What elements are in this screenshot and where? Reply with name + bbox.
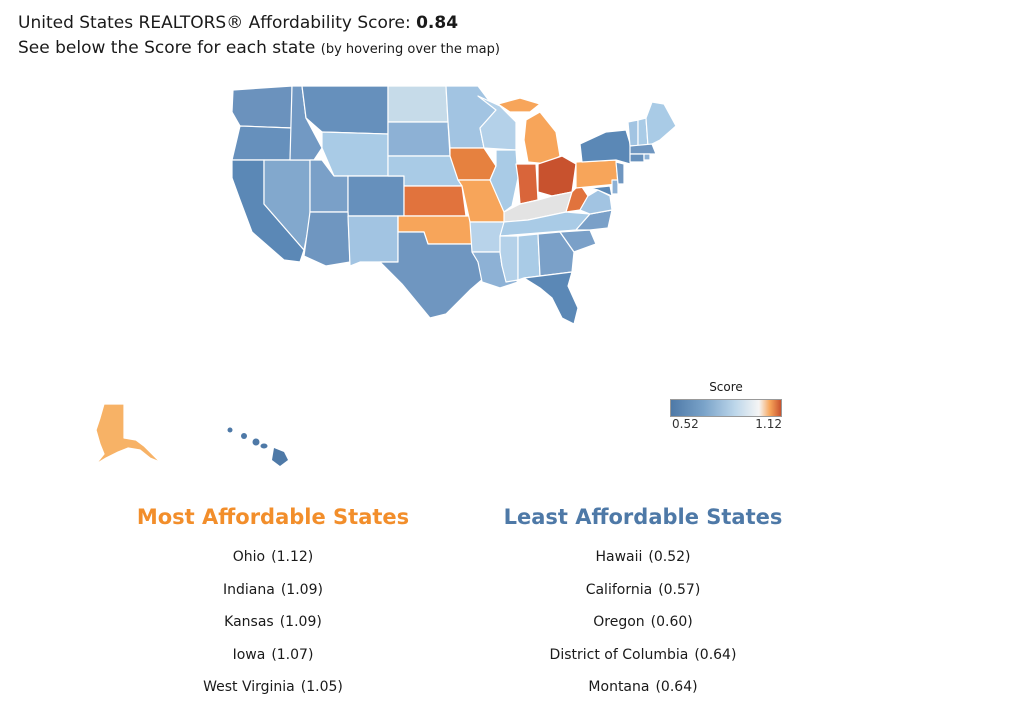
state-new-york[interactable]: [579, 129, 633, 165]
state-rhode-island[interactable]: [643, 153, 651, 161]
state-north-carolina[interactable]: [575, 209, 613, 231]
list-item: Ohio (1.12): [232, 549, 314, 565]
state-wyoming[interactable]: [321, 131, 389, 177]
state-maine[interactable]: [645, 101, 677, 147]
state-south-dakota[interactable]: [387, 121, 451, 157]
state-michigan-upper[interactable]: [497, 97, 541, 113]
state-arkansas[interactable]: [469, 221, 505, 253]
state-kansas[interactable]: [403, 185, 467, 217]
state-alabama[interactable]: [517, 233, 541, 281]
state-florida[interactable]: [523, 271, 579, 325]
state-iowa[interactable]: [449, 147, 497, 181]
legend-title: Score: [709, 380, 743, 394]
state-texas[interactable]: [379, 215, 485, 319]
national-score: 0.84: [416, 13, 459, 33]
list-item: California (0.57): [585, 581, 701, 598]
most-affordable-list: Most Affordable States Ohio (1.12) Indian…: [128, 505, 418, 710]
state-hawaii[interactable]: [227, 427, 289, 467]
list-item: District of Columbia (0.64): [549, 646, 737, 663]
state-connecticut[interactable]: [629, 153, 645, 163]
state-oregon[interactable]: [231, 125, 293, 161]
state-north-dakota[interactable]: [387, 85, 449, 123]
state-south-carolina[interactable]: [559, 229, 597, 253]
state-alaska[interactable]: [95, 403, 161, 465]
state-vermont[interactable]: [627, 119, 639, 147]
state-maryland[interactable]: [589, 185, 613, 197]
list-item: Indiana (1.09): [223, 581, 323, 598]
header: United States REALTORS® Affordability Sc…: [18, 10, 500, 62]
state-ohio[interactable]: [537, 155, 577, 197]
state-new-mexico[interactable]: [347, 215, 399, 267]
legend-min-label: 0.52: [672, 417, 699, 431]
state-new-jersey[interactable]: [615, 161, 625, 185]
legend-max-label: 1.12: [755, 417, 782, 431]
list-item: Oregon (0.60): [593, 614, 693, 630]
page-subtitle: See below the Score for each state (by h…: [18, 38, 500, 58]
color-legend: Score 0.52 1.12: [668, 380, 784, 433]
state-georgia[interactable]: [537, 231, 575, 277]
least-affordable-heading: Least Affordable States: [503, 505, 783, 529]
state-wisconsin[interactable]: [477, 95, 517, 151]
list-item: Hawaii (0.52): [595, 549, 691, 565]
state-indiana[interactable]: [515, 163, 539, 205]
state-virginia[interactable]: [579, 189, 613, 215]
most-affordable-heading: Most Affordable States: [136, 505, 410, 529]
state-michigan[interactable]: [523, 111, 561, 165]
least-affordable-list: Least Affordable States Hawaii (0.52) Cal…: [498, 505, 788, 710]
list-item: Montana (0.64): [588, 679, 698, 695]
page-title: United States REALTORS® Affordability Sc…: [18, 13, 459, 33]
state-montana[interactable]: [301, 85, 389, 135]
state-colorado[interactable]: [347, 175, 405, 217]
state-washington[interactable]: [231, 85, 293, 129]
list-item: Iowa (1.07): [232, 646, 314, 663]
legend-gradient-bar: [670, 399, 782, 417]
state-delaware[interactable]: [611, 179, 619, 195]
state-illinois[interactable]: [489, 149, 519, 213]
state-massachusetts[interactable]: [629, 143, 657, 155]
state-arizona[interactable]: [303, 211, 351, 267]
list-item: West Virginia (1.05): [203, 679, 343, 695]
list-item: Kansas (1.09): [224, 614, 322, 630]
